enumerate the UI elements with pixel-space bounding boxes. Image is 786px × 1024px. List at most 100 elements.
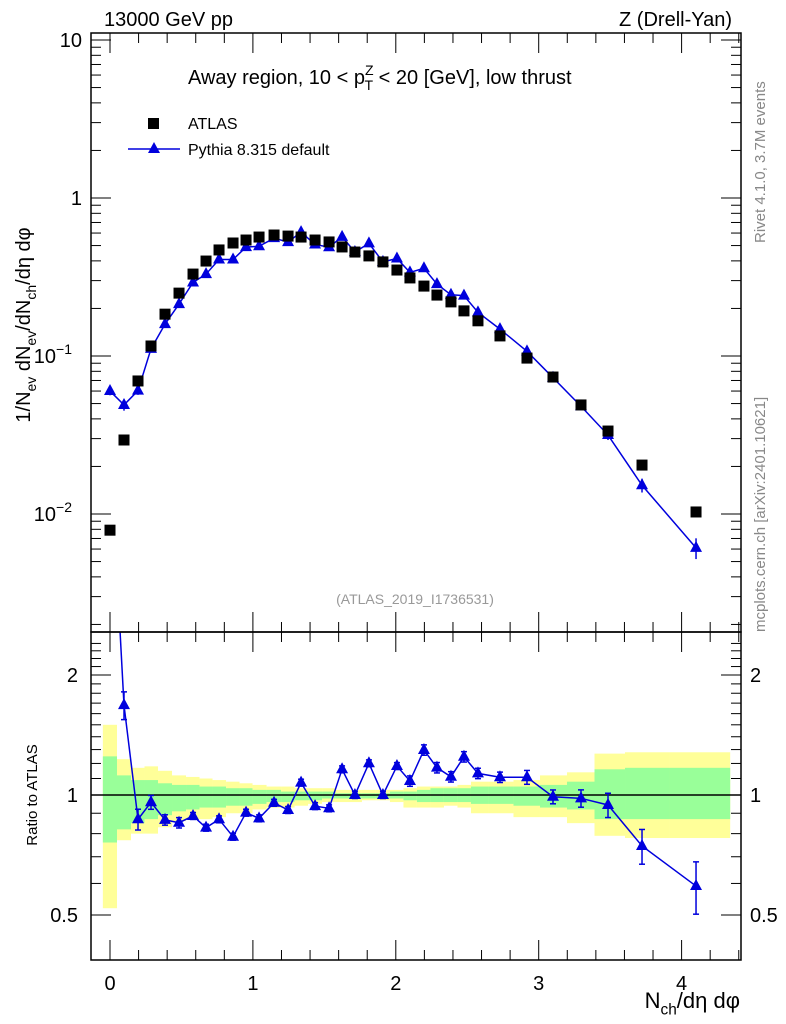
point-atlas	[418, 280, 430, 292]
stat-uncertainty-band	[361, 793, 376, 799]
ratio-y-tick-label-right: 0.5	[750, 905, 778, 927]
ratio-point-pythia	[159, 812, 172, 824]
point-atlas	[118, 434, 130, 446]
point-atlas	[295, 231, 307, 243]
y-axis-label-part: 1/N	[13, 391, 35, 422]
ratio-point-pythia	[444, 769, 457, 781]
stat-uncertainty-band	[416, 789, 431, 803]
point-atlas	[404, 272, 416, 284]
stat-uncertainty-band	[513, 786, 540, 806]
ratio-point-pythia	[132, 812, 145, 824]
point-pythia	[457, 288, 470, 300]
stat-uncertainty-band	[594, 769, 626, 820]
y-axis-label-part: ev	[23, 331, 39, 346]
plot-title-part: Away region, 10 < p	[188, 67, 365, 89]
y-axis-label-part: ev	[23, 377, 39, 392]
ratio-point-pythia	[546, 789, 559, 801]
ratio-point-pythia	[348, 788, 361, 799]
point-atlas	[602, 425, 614, 437]
ratio-y-axis-label: Ratio to ATLAS	[24, 744, 41, 845]
x-tick-label: 1	[247, 973, 258, 995]
y-tick-label-exponent: −1	[56, 341, 72, 357]
stat-uncertainty-band	[252, 789, 267, 804]
header-right: Z (Drell-Yan)	[619, 9, 732, 31]
stat-uncertainty-band	[158, 783, 173, 816]
point-pythia	[173, 297, 186, 309]
ratio-point-pythia	[403, 774, 416, 786]
plot-title-part: Z	[365, 62, 374, 78]
y-tick-label-base: 10	[34, 504, 56, 526]
ratio-point-pythia	[227, 829, 240, 841]
ratio-frame	[90, 631, 742, 961]
stat-uncertainty-band	[186, 784, 200, 810]
stat-uncertainty-band	[117, 775, 132, 830]
ratio-point-pythia	[295, 775, 308, 787]
point-pythia	[213, 252, 226, 264]
ratio-point-pythia	[282, 803, 295, 815]
point-atlas	[282, 230, 294, 242]
stat-uncertainty-band	[226, 788, 240, 806]
point-atlas	[349, 246, 361, 258]
point-pythia	[159, 317, 172, 329]
ratio-point-pythia	[690, 879, 703, 891]
stat-uncertainty-band	[281, 791, 295, 803]
ratio-point-pythia	[118, 698, 131, 710]
y-axis-label-part: /dN	[13, 300, 35, 331]
mcplots-label: mcplots.cern.ch [arXiv:2401.10621]	[752, 397, 769, 632]
rivet-label: Rivet 4.1.0, 3.7M events	[752, 81, 769, 243]
ratio-point-pythia	[145, 795, 158, 807]
point-pythia	[390, 251, 403, 263]
point-atlas	[431, 289, 443, 301]
x-tick-label: 2	[390, 973, 401, 995]
legend-label-atlas: ATLAS	[188, 116, 238, 133]
ratio-point-pythia	[200, 820, 213, 832]
point-pythia	[227, 252, 240, 264]
point-atlas	[494, 330, 506, 342]
point-atlas	[336, 241, 348, 253]
y-axis-label-part: dN	[13, 346, 35, 377]
ratio-point-pythia	[636, 838, 649, 850]
x-tick-label: 4	[676, 973, 687, 995]
ratio-y-tick-label: 1	[67, 785, 78, 807]
ratio-point-pythia	[323, 801, 336, 813]
point-pythia	[471, 305, 484, 317]
point-pythia	[636, 478, 649, 490]
point-atlas	[159, 308, 171, 320]
point-pythia	[493, 322, 506, 334]
main-panel: Away region, 10 < pZ T < 20 [GeV], low th…	[104, 62, 703, 607]
ratio-y-tick-label: 2	[67, 665, 78, 687]
point-atlas	[323, 236, 335, 248]
point-pythia	[200, 267, 213, 279]
ratio-point-pythia	[240, 805, 253, 817]
x-tick-label: 3	[533, 973, 544, 995]
point-atlas	[253, 231, 265, 243]
ratio-point-pythia	[362, 756, 375, 768]
x-axis-label-part: ch	[661, 1002, 677, 1019]
ratio-y-tick-label: 0.5	[50, 905, 78, 927]
ratio-point-pythia	[390, 759, 403, 771]
ratio-point-pythia	[309, 799, 322, 811]
ratio-point-pythia	[457, 749, 470, 761]
x-tick-label: 0	[104, 973, 115, 995]
ratio-point-pythia	[187, 808, 200, 820]
stat-uncertainty-band	[239, 788, 253, 806]
ratio-y-tick-label-right: 1	[750, 785, 761, 807]
header-left: 13000 GeV pp	[104, 9, 233, 31]
point-atlas	[132, 375, 144, 387]
point-atlas	[104, 524, 116, 536]
y-tick-label: 10−2	[34, 499, 72, 526]
point-atlas	[227, 237, 239, 249]
y-axis-label: 1/Nev dNev/dNch/dη dφ	[13, 227, 39, 422]
ratio-point-pythia	[471, 766, 484, 778]
point-pythia	[444, 287, 457, 299]
ratio-point-pythia	[253, 811, 266, 823]
point-atlas	[145, 340, 157, 352]
ratio-point-pythia	[493, 770, 506, 782]
point-atlas	[268, 229, 280, 241]
point-atlas	[445, 296, 457, 308]
ratio-point-pythia	[268, 795, 281, 807]
point-atlas	[575, 399, 587, 411]
y-tick-label: 1	[71, 188, 82, 210]
